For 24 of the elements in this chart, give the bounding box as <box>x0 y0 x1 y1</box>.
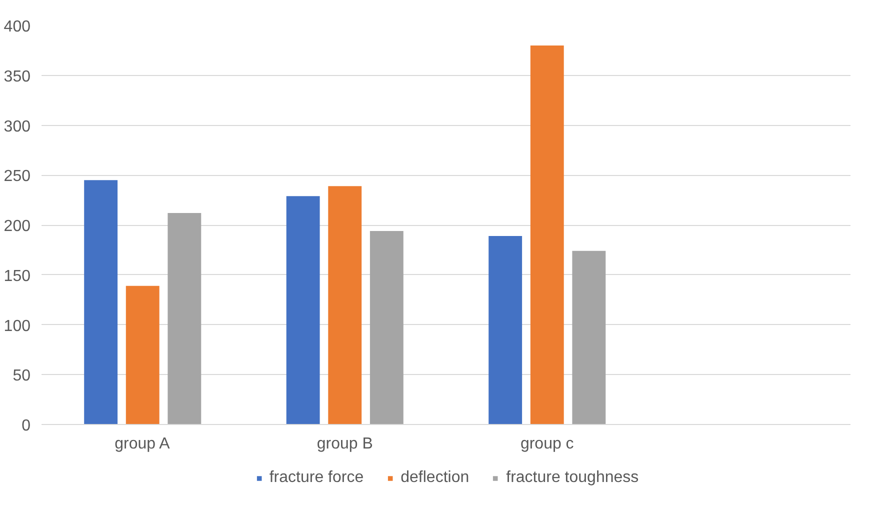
y-tick-label: 250 <box>4 168 31 186</box>
y-tick-label: 400 <box>4 18 31 36</box>
legend-label: fracture force <box>269 468 364 486</box>
legend-label: fracture toughness <box>506 468 639 486</box>
bar <box>370 230 404 424</box>
x-tick-label: group c <box>520 436 574 452</box>
bar <box>126 286 160 424</box>
x-tick-label: group A <box>114 436 170 452</box>
bar <box>286 196 320 424</box>
bar <box>488 236 522 424</box>
bar <box>84 180 118 424</box>
x-tick-label: group B <box>316 436 373 452</box>
bar <box>168 213 202 424</box>
bar <box>572 250 606 424</box>
bar <box>328 186 362 424</box>
bar <box>530 45 564 424</box>
y-tick-label: 200 <box>4 218 31 235</box>
y-tick-label: 50 <box>12 368 31 385</box>
y-tick-label: 350 <box>4 68 31 86</box>
y-tick-label: 100 <box>4 318 31 335</box>
y-tick-label: 0 <box>22 418 31 434</box>
y-tick-label: 150 <box>4 268 31 285</box>
y-tick-label: 300 <box>4 118 31 136</box>
legend-label: deflection <box>400 468 470 486</box>
